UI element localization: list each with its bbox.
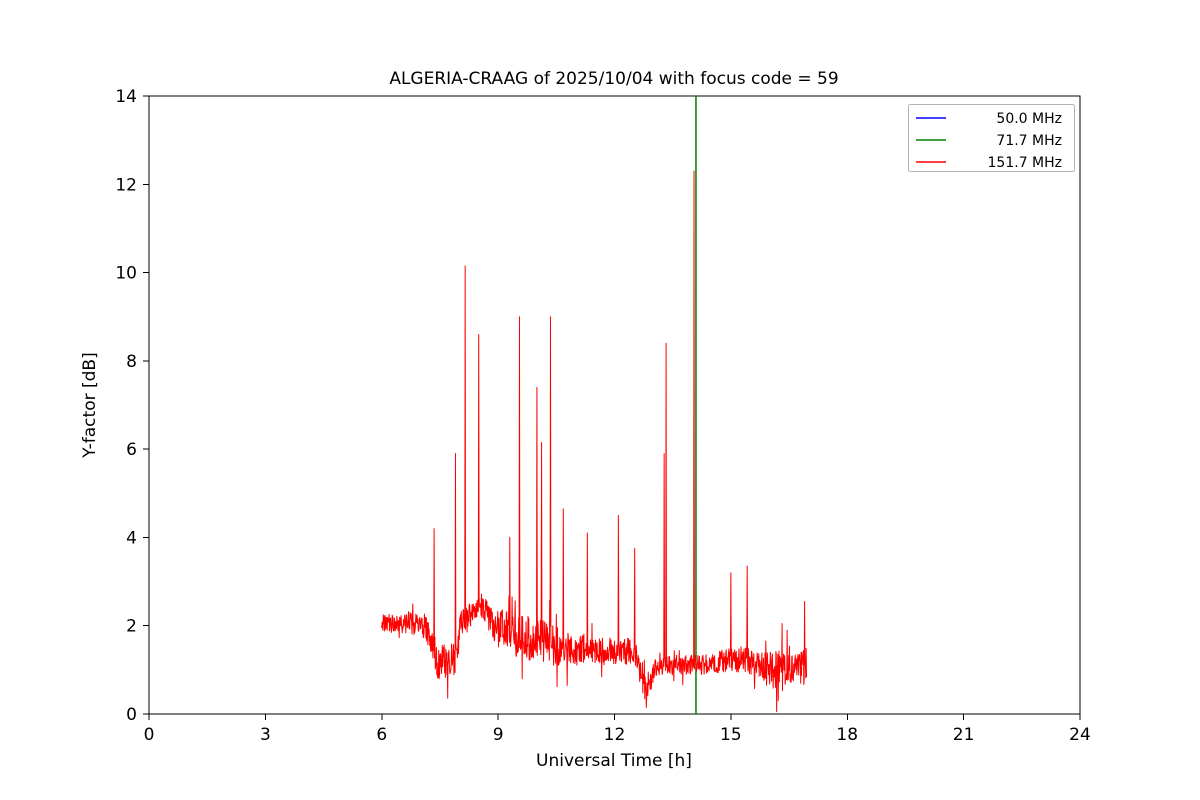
x-tick-label: 15 [720,725,742,745]
x-tick-label: 9 [493,725,504,745]
x-tick-label: 12 [604,725,626,745]
x-tick-label: 18 [836,725,858,745]
y-axis-ticks: 0 2 4 6 8 10 12 14 [115,87,149,725]
legend-box [908,104,1075,172]
x-axis-label: Universal Time [h] [536,751,692,771]
y-tick-label: 14 [115,87,137,107]
x-tick-label: 3 [260,725,271,745]
chart-title: ALGERIA-CRAAG of 2025/10/04 with focus c… [389,69,838,89]
x-tick-label: 24 [1069,725,1091,745]
y-tick-label: 10 [115,264,137,284]
y-tick-label: 8 [126,352,137,372]
plot-frame [148,95,1081,715]
legend-label-71-7mhz: 71.7 MHz [996,133,1062,149]
legend-label-50mhz: 50.0 MHz [996,111,1062,127]
x-tick-label: 0 [144,725,155,745]
y-tick-label: 12 [115,175,137,195]
y-tick-label: 6 [126,440,137,460]
x-axis-ticks: 0 3 6 9 12 15 18 21 24 [144,714,1091,745]
y-tick-label: 0 [126,705,137,725]
x-tick-label: 21 [953,725,975,745]
x-tick-label: 6 [376,725,387,745]
legend-label-151-7mhz: 151.7 MHz [988,155,1062,171]
legend: 50.0 MHz 71.7 MHz 151.7 MHz [908,104,1075,172]
y-axis-label: Y-factor [dB] [80,352,100,458]
series-151-7mhz-path [381,170,808,713]
y-tick-label: 4 [126,528,137,548]
y-tick-label: 2 [126,617,137,637]
